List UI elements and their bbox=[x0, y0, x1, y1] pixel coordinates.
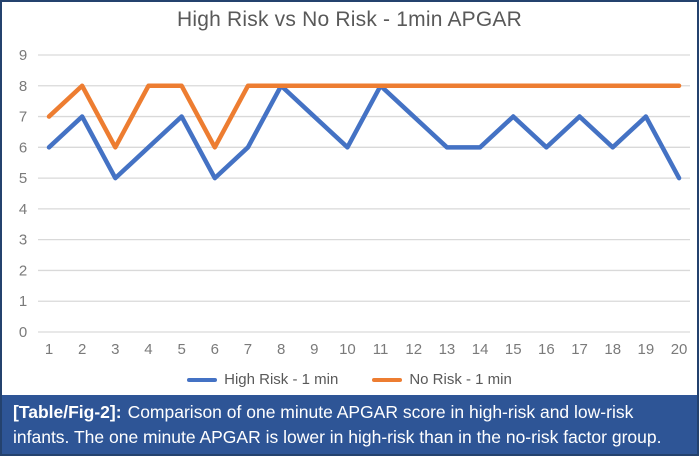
y-axis-tick-label: 6 bbox=[19, 139, 27, 156]
legend-item-high-risk-1-min: High Risk - 1 min bbox=[187, 371, 338, 388]
legend-swatch-no-risk-1-min bbox=[372, 377, 403, 382]
x-axis-tick-label: 10 bbox=[339, 341, 356, 358]
x-axis-tick-label: 5 bbox=[177, 341, 185, 358]
x-axis-tick-label: 20 bbox=[671, 341, 688, 358]
x-axis-tick-label: 1 bbox=[45, 341, 53, 358]
x-axis-tick-label: 9 bbox=[310, 341, 318, 358]
x-axis-tick-label: 11 bbox=[373, 341, 389, 358]
chart-title: High Risk vs No Risk - 1min APGAR bbox=[176, 8, 522, 31]
x-axis-tick-label: 16 bbox=[538, 341, 555, 358]
y-axis-tick-label: 5 bbox=[19, 170, 27, 187]
y-axis-tick-label: 0 bbox=[19, 324, 27, 341]
y-axis-tick-label: 8 bbox=[19, 78, 27, 95]
x-axis-tick-label: 4 bbox=[144, 341, 152, 358]
y-axis-tick-label: 4 bbox=[19, 201, 27, 218]
x-axis-tick-label: 2 bbox=[78, 341, 86, 358]
y-axis-tick-label: 1 bbox=[19, 293, 27, 310]
y-axis-tick-label: 2 bbox=[19, 262, 27, 279]
caption-label: [Table/Fig-2]: bbox=[13, 402, 122, 422]
chart-legend: High Risk - 1 min No Risk - 1 min bbox=[2, 371, 697, 388]
x-axis-tick-label: 17 bbox=[571, 341, 588, 358]
x-axis-tick-label: 7 bbox=[244, 341, 252, 358]
x-axis-tick-label: 8 bbox=[277, 341, 285, 358]
legend-item-no-risk-1-min: No Risk - 1 min bbox=[372, 371, 512, 388]
x-axis-tick-label: 6 bbox=[211, 341, 219, 358]
caption-text: Comparison of one minute APGAR score in … bbox=[13, 402, 662, 447]
series-line-high-risk-1-min bbox=[46, 83, 682, 181]
y-axis-tick-label: 3 bbox=[19, 232, 27, 249]
x-axis-tick-label: 3 bbox=[111, 341, 119, 358]
series-line-no-risk-1-min bbox=[46, 83, 682, 150]
x-axis-tick-label: 15 bbox=[505, 341, 522, 358]
legend-label: No Risk - 1 min bbox=[409, 371, 512, 388]
legend-label: High Risk - 1 min bbox=[224, 371, 339, 388]
figure-caption: [Table/Fig-2]: Comparison of one minute A… bbox=[2, 395, 697, 454]
x-axis-tick-label: 18 bbox=[604, 341, 621, 358]
x-axis-tick-label: 12 bbox=[405, 341, 422, 358]
legend-swatch-high-risk-1-min bbox=[187, 377, 218, 382]
x-axis-tick-label: 19 bbox=[638, 341, 655, 358]
y-axis-tick-label: 9 bbox=[19, 47, 27, 64]
x-axis-tick-label: 13 bbox=[439, 341, 456, 358]
x-axis-tick-label: 14 bbox=[472, 341, 489, 358]
y-axis-tick-label: 7 bbox=[19, 109, 27, 126]
